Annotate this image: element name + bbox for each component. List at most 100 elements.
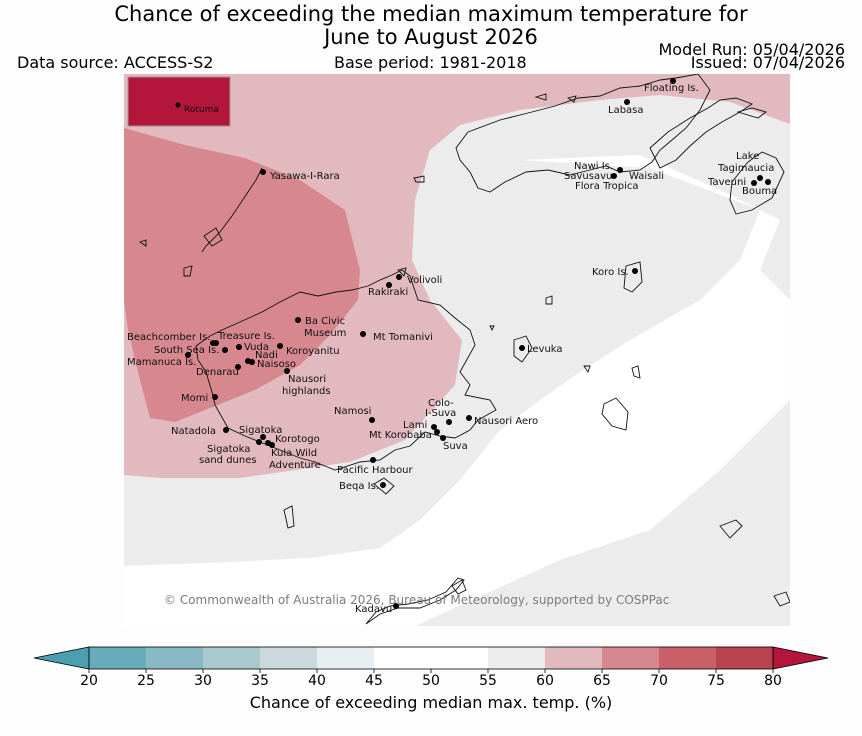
label-natadola: Natadola (171, 426, 216, 437)
dot-southsea (222, 347, 228, 353)
dot-beqa (380, 482, 386, 488)
dot-lake (757, 175, 763, 181)
label-kula: Kula Wild (271, 448, 317, 459)
label-suva: Suva (443, 441, 468, 452)
label-naisoso: Naisoso (257, 359, 296, 370)
data-source-label: Data source: ACCESS-S2 (17, 53, 214, 72)
label-treasure: Treasure Is. (217, 331, 275, 342)
ovalau-coast (513, 335, 533, 363)
label-sand-dunes: sand dunes (199, 455, 257, 466)
dot-yasawa (260, 169, 266, 175)
colorbar-segment (659, 647, 716, 669)
label-highlands: highlands (282, 386, 331, 397)
label-colo: Colo- (428, 398, 454, 409)
label-lami: Lami (403, 420, 427, 431)
label-lake: Lake (736, 151, 759, 162)
label-mamanuca: Mamanuca Is. (127, 357, 196, 368)
label-bacivic: Ba Civic (305, 316, 345, 327)
dot-nawi (617, 167, 623, 173)
islet-e (183, 265, 193, 277)
dot-nausori-aero (466, 415, 472, 421)
dot-savusavu (611, 173, 617, 179)
copyright-notice: © Commonwealth of Australia 2026, Bureau… (164, 593, 669, 607)
label-nadi: Nadi (255, 350, 278, 361)
shade-65-70 (124, 128, 360, 422)
dot-floating (670, 78, 676, 84)
dot-natadola (223, 427, 229, 433)
colorbar-tick-label: 35 (251, 673, 269, 689)
label-museum: Museum (304, 328, 346, 339)
place-markers (185, 78, 771, 609)
dot-levuka (519, 345, 525, 351)
label-southsea: South Sea Is. (154, 345, 219, 356)
dot-naisoso (249, 359, 255, 365)
label-levuka: Levuka (527, 344, 563, 355)
label-beachcomber: Beachcomber Is. (127, 332, 210, 343)
label-korobaba: Mt Korobaba (369, 430, 432, 441)
islet-j (489, 325, 495, 332)
colorbar-segment (89, 647, 146, 669)
islet-l (736, 107, 767, 119)
dot-tomanivi (360, 331, 366, 337)
map-panel: Rotuma (124, 74, 790, 626)
label-vuda: Vuda (244, 342, 269, 353)
colorbar-segment (431, 647, 488, 669)
label-beqa: Beqa Is. (339, 481, 379, 492)
colorbar-tick-label: 40 (308, 673, 326, 689)
yasawa-chain (201, 167, 263, 253)
dot-sigatoka (260, 434, 266, 440)
label-tomanivi: Mt Tomanivi (373, 332, 433, 343)
beqa-coast (373, 477, 395, 495)
colorbar-tick-label: 80 (764, 673, 782, 689)
rotuma-inset (127, 76, 231, 127)
islet-k (534, 93, 547, 101)
label-volivoli: Volivoli (407, 275, 442, 286)
issued-label: Issued: 07/04/2026 (690, 53, 845, 72)
gau-coast (601, 397, 629, 431)
colorbar-tick-label: 70 (650, 673, 668, 689)
label-momi: Momi (181, 393, 208, 404)
rotuma-dot (175, 102, 181, 108)
colorbar-segment (260, 647, 317, 669)
map-title: Chance of exceeding the median maximum t… (0, 3, 862, 49)
place-labels: Floating Is. Labasa Yasawa-I-Rara Nawi I… (127, 83, 777, 615)
islet-h (631, 365, 641, 379)
vanua-levu-east (649, 97, 753, 169)
colorbar-tick-label: 45 (365, 673, 383, 689)
label-denarau: Denarau (196, 367, 239, 378)
viti-levu-coast (195, 269, 497, 471)
ono-coast (451, 579, 467, 595)
colorbar-ticks: 20 25 30 35 40 45 50 55 60 65 70 75 80 (80, 669, 782, 689)
dot-vuda (236, 344, 242, 350)
colorbar-segment (488, 647, 545, 669)
label-koro: Koro Is. (592, 267, 629, 278)
label-isuva: I-Suva (425, 408, 456, 419)
label-tagimaucia: Tagimaucia (717, 163, 774, 174)
label-korotogo: Korotogo (275, 434, 320, 445)
vatulele-coast (283, 505, 295, 529)
dot-koro (632, 268, 638, 274)
label-namosi: Namosi (334, 406, 371, 417)
dot-namosi (369, 417, 375, 423)
islet-i (583, 365, 591, 374)
label-flora: Flora Tropica (575, 181, 638, 192)
label-yasawa: Yasawa-I-Rara (269, 171, 340, 182)
dot-momi (212, 394, 218, 400)
label-taveuni: Taveuni (707, 177, 746, 188)
label-rakiraki: Rakiraki (368, 287, 408, 298)
colorbar-segment (146, 647, 203, 669)
label-kadavu: Kadavu (355, 604, 392, 615)
colorbar-tick-label: 55 (479, 673, 497, 689)
colorbar-segment (317, 647, 374, 669)
koro-coast (623, 261, 643, 293)
dot-sigatoka-dunes (256, 439, 262, 445)
dot-labasa (624, 99, 630, 105)
colorbar-segment (374, 647, 431, 669)
islet-a (719, 519, 743, 539)
label-adventure: Adventure (269, 460, 321, 471)
kadavu-coast (365, 577, 465, 625)
label-sigatoka-sand: Sigatoka (207, 444, 250, 455)
colorbar-extend-low (33, 646, 90, 670)
colorbar-tick-label: 25 (137, 673, 155, 689)
dot-volivoli (396, 274, 402, 280)
